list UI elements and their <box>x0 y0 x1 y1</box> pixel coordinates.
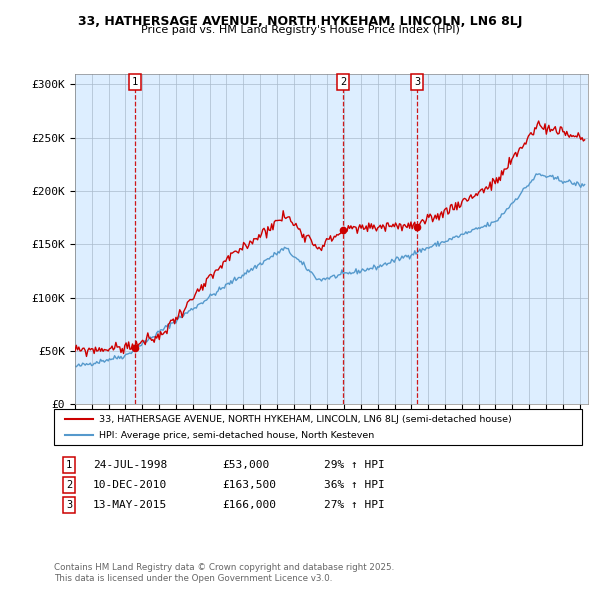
Text: 1: 1 <box>66 460 72 470</box>
Text: Price paid vs. HM Land Registry's House Price Index (HPI): Price paid vs. HM Land Registry's House … <box>140 25 460 35</box>
Text: 36% ↑ HPI: 36% ↑ HPI <box>324 480 385 490</box>
Text: £163,500: £163,500 <box>222 480 276 490</box>
Text: 2: 2 <box>66 480 72 490</box>
Text: 27% ↑ HPI: 27% ↑ HPI <box>324 500 385 510</box>
Text: £166,000: £166,000 <box>222 500 276 510</box>
Text: £53,000: £53,000 <box>222 460 269 470</box>
Text: Contains HM Land Registry data © Crown copyright and database right 2025.: Contains HM Land Registry data © Crown c… <box>54 563 394 572</box>
Text: 24-JUL-1998: 24-JUL-1998 <box>93 460 167 470</box>
Text: HPI: Average price, semi-detached house, North Kesteven: HPI: Average price, semi-detached house,… <box>99 431 374 440</box>
Text: 10-DEC-2010: 10-DEC-2010 <box>93 480 167 490</box>
Text: 3: 3 <box>66 500 72 510</box>
Text: 13-MAY-2015: 13-MAY-2015 <box>93 500 167 510</box>
Text: 3: 3 <box>415 77 421 87</box>
Text: 1: 1 <box>132 77 138 87</box>
Text: 33, HATHERSAGE AVENUE, NORTH HYKEHAM, LINCOLN, LN6 8LJ: 33, HATHERSAGE AVENUE, NORTH HYKEHAM, LI… <box>78 15 522 28</box>
Text: This data is licensed under the Open Government Licence v3.0.: This data is licensed under the Open Gov… <box>54 573 332 583</box>
Text: 29% ↑ HPI: 29% ↑ HPI <box>324 460 385 470</box>
Text: 33, HATHERSAGE AVENUE, NORTH HYKEHAM, LINCOLN, LN6 8LJ (semi-detached house): 33, HATHERSAGE AVENUE, NORTH HYKEHAM, LI… <box>99 415 512 424</box>
Text: 2: 2 <box>340 77 346 87</box>
